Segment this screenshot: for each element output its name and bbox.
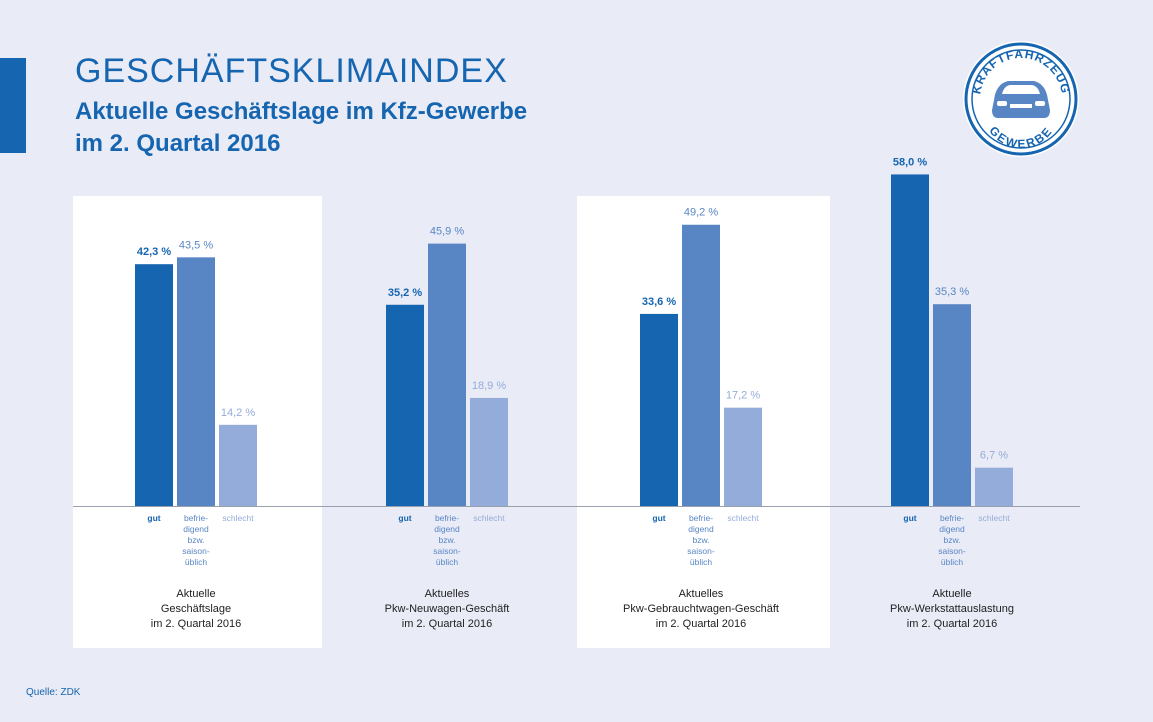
data-label-g1-s3: 14,2 %	[221, 407, 255, 419]
series-label-g1-s2-line4: saison-	[182, 546, 210, 556]
page-title: GESCHÄFTSKLIMAINDEX	[75, 52, 508, 90]
series-label-g3-s2-line1: befrie-	[689, 513, 713, 523]
group-caption-g2-line3: im 2. Quartal 2016	[402, 618, 493, 630]
group-caption-g1-line3: im 2. Quartal 2016	[151, 618, 242, 630]
series-label-g3-s2-line2: digend	[688, 524, 714, 534]
data-label-g1-s1: 42,3 %	[137, 246, 171, 258]
series-label-g2-s1-line1: gut	[398, 513, 411, 523]
group-caption-g1-line1: Aktuelle	[176, 588, 215, 600]
page-subtitle: Aktuelle Geschäftslage im Kfz-Gewerbe im…	[75, 96, 527, 160]
series-label-g3-s2-line4: saison-	[687, 546, 715, 556]
bar-g4-s1	[891, 174, 929, 506]
car-icon	[992, 81, 1050, 118]
data-label-g1-s2: 43,5 %	[179, 239, 213, 251]
source-note: Quelle: ZDK	[26, 687, 81, 698]
bar-g4-s3	[975, 467, 1013, 506]
series-label-g4-s2-line1: befrie-	[940, 513, 964, 523]
series-label-g2-s2-line2: digend	[434, 524, 460, 534]
group-caption-g2-line1: Aktuelles	[425, 588, 470, 600]
bar-g4-s2	[933, 304, 971, 506]
data-label-g4-s3: 6,7 %	[980, 450, 1008, 462]
series-label-g1-s2-line2: digend	[183, 524, 209, 534]
series-label-g3-s2-line3: bzw.	[692, 535, 709, 545]
data-label-g3-s3: 17,2 %	[726, 390, 760, 402]
series-label-g4-s2-line4: saison-	[938, 546, 966, 556]
data-label-g4-s2: 35,3 %	[935, 286, 969, 298]
series-label-g2-s2-line4: saison-	[433, 546, 461, 556]
bar-g1-s3	[219, 424, 257, 506]
series-label-g2-s2-line3: bzw.	[438, 535, 455, 545]
series-label-g1-s2-line5: üblich	[185, 557, 207, 567]
group-caption-g2-line2: Pkw-Neuwagen-Geschäft	[385, 603, 510, 615]
series-label-g4-s3-line1: schlecht	[978, 513, 1010, 523]
group-caption-g1-line2: Geschäftslage	[161, 603, 231, 615]
series-label-g2-s3-line1: schlecht	[473, 513, 505, 523]
subtitle-line-2: im 2. Quartal 2016	[75, 130, 281, 157]
series-label-g2-s2-line5: üblich	[436, 557, 458, 567]
series-label-g1-s2-line3: bzw.	[187, 535, 204, 545]
series-label-g1-s3-line1: schlecht	[222, 513, 254, 523]
group-caption-g3-line3: im 2. Quartal 2016	[656, 618, 747, 630]
bar-g3-s2	[682, 224, 720, 507]
series-label-g2-s2-line1: befrie-	[435, 513, 459, 523]
series-label-g3-s3-line1: schlecht	[727, 513, 759, 523]
bar-g2-s3	[470, 397, 508, 506]
data-label-g3-s2: 49,2 %	[684, 207, 718, 219]
series-label-g1-s2-line1: befrie-	[184, 513, 208, 523]
series-label-g3-s1-line1: gut	[652, 513, 665, 523]
data-label-g2-s2: 45,9 %	[430, 226, 464, 238]
series-label-g3-s2-line5: üblich	[690, 557, 712, 567]
group-caption-g4-line2: Pkw-Werkstattauslastung	[890, 603, 1014, 615]
data-label-g3-s1: 33,6 %	[642, 296, 676, 308]
bar-g3-s1	[640, 313, 678, 506]
kfz-gewerbe-logo: KRAFTFAHRZEUG GEWERBE	[963, 41, 1079, 157]
series-label-g4-s2-line2: digend	[939, 524, 965, 534]
group-caption-g3-line1: Aktuelles	[679, 588, 724, 600]
group-caption-g3-line2: Pkw-Gebrauchtwagen-Geschäft	[623, 603, 779, 615]
subtitle-line-1: Aktuelle Geschäftslage im Kfz-Gewerbe	[75, 98, 528, 125]
group-caption-g4-line3: im 2. Quartal 2016	[907, 618, 998, 630]
bar-g3-s3	[724, 407, 762, 506]
bar-g2-s1	[386, 304, 424, 506]
data-label-g2-s3: 18,9 %	[472, 380, 506, 392]
data-label-g2-s1: 35,2 %	[388, 287, 422, 299]
data-label-g4-s1: 58,0 %	[893, 156, 927, 168]
accent-bar	[0, 58, 26, 153]
series-label-g4-s2-line3: bzw.	[943, 535, 960, 545]
bar-g1-s1	[135, 264, 173, 506]
bar-g2-s2	[428, 243, 466, 507]
bar-g1-s2	[177, 257, 215, 506]
series-label-g4-s1-line1: gut	[903, 513, 916, 523]
series-label-g1-s1-line1: gut	[147, 513, 160, 523]
series-label-g4-s2-line5: üblich	[941, 557, 963, 567]
group-caption-g4-line1: Aktuelle	[932, 588, 971, 600]
